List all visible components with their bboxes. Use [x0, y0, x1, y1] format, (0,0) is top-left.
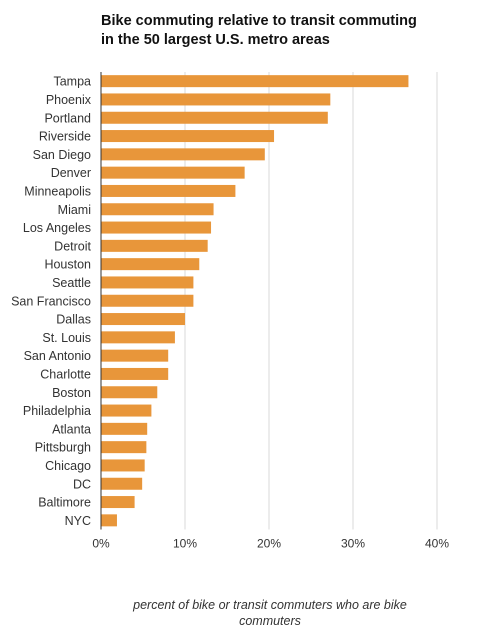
bar-san-antonio — [101, 349, 169, 362]
bar-houston — [101, 258, 200, 271]
bar-denver — [101, 166, 245, 179]
bar-pittsburgh — [101, 441, 147, 454]
category-label: NYC — [65, 514, 91, 528]
category-label: Houston — [44, 258, 91, 272]
category-label: Minneapolis — [24, 184, 91, 198]
bar-los-angeles — [101, 221, 212, 234]
category-label: Denver — [51, 166, 91, 180]
bar-miami — [101, 203, 214, 216]
x-tick-label: 0% — [92, 537, 110, 551]
bar-dc — [101, 477, 143, 490]
x-tick-label: 10% — [173, 537, 197, 551]
x-tick-label: 20% — [257, 537, 281, 551]
bar-tampa — [101, 75, 409, 88]
category-label: Charlotte — [40, 367, 91, 381]
category-label: Pittsburgh — [35, 441, 91, 455]
category-label: Detroit — [54, 239, 91, 253]
category-label: Boston — [52, 386, 91, 400]
category-label: Riverside — [39, 130, 91, 144]
bar-detroit — [101, 239, 208, 252]
bar-baltimore — [101, 496, 135, 509]
bar-portland — [101, 111, 328, 124]
chart-title-line-2: in the 50 largest U.S. metro areas — [101, 32, 330, 48]
category-label: Miami — [58, 203, 91, 217]
bar-minneapolis — [101, 184, 236, 197]
chart-title: Bike commuting relative to transit commu… — [101, 12, 481, 50]
category-label: San Diego — [33, 148, 91, 162]
bar-chicago — [101, 459, 145, 472]
bar-atlanta — [101, 422, 148, 435]
bar-san-francisco — [101, 294, 194, 307]
bar-seattle — [101, 276, 194, 289]
bar-nyc — [101, 514, 117, 527]
category-label: Seattle — [52, 276, 91, 290]
x-axis-label: percent of bike or transit commuters who… — [133, 598, 407, 628]
bar-riverside — [101, 130, 275, 143]
x-tick-label: 30% — [341, 537, 365, 551]
bar-st-louis — [101, 331, 175, 344]
category-label: DC — [73, 477, 91, 491]
x-tick-label: 40% — [425, 537, 449, 551]
bar-san-diego — [101, 148, 265, 161]
chart-title-line-1: Bike commuting relative to transit commu… — [101, 13, 417, 29]
bar-phoenix — [101, 93, 331, 106]
category-label: St. Louis — [42, 331, 91, 345]
category-label: Los Angeles — [23, 221, 91, 235]
category-label: Chicago — [45, 459, 91, 473]
category-label: Tampa — [53, 75, 91, 89]
category-label: San Francisco — [11, 294, 91, 308]
category-label: Baltimore — [38, 496, 91, 510]
bar-dallas — [101, 313, 185, 326]
category-label: Philadelphia — [23, 404, 91, 418]
category-label: Phoenix — [46, 93, 92, 107]
category-labels: Tampa Phoenix Portland Riverside San Diego De… — [11, 75, 92, 528]
bar-charlotte — [101, 367, 169, 380]
bar-boston — [101, 386, 158, 399]
x-tick-labels: 0% 10% 20% 30% 40% — [92, 537, 449, 551]
bar-philadelphia — [101, 404, 152, 417]
bars — [101, 75, 409, 527]
category-label: Dallas — [56, 313, 91, 327]
category-label: Atlanta — [52, 422, 91, 436]
category-label: San Antonio — [24, 349, 91, 363]
category-label: Portland — [44, 111, 91, 125]
